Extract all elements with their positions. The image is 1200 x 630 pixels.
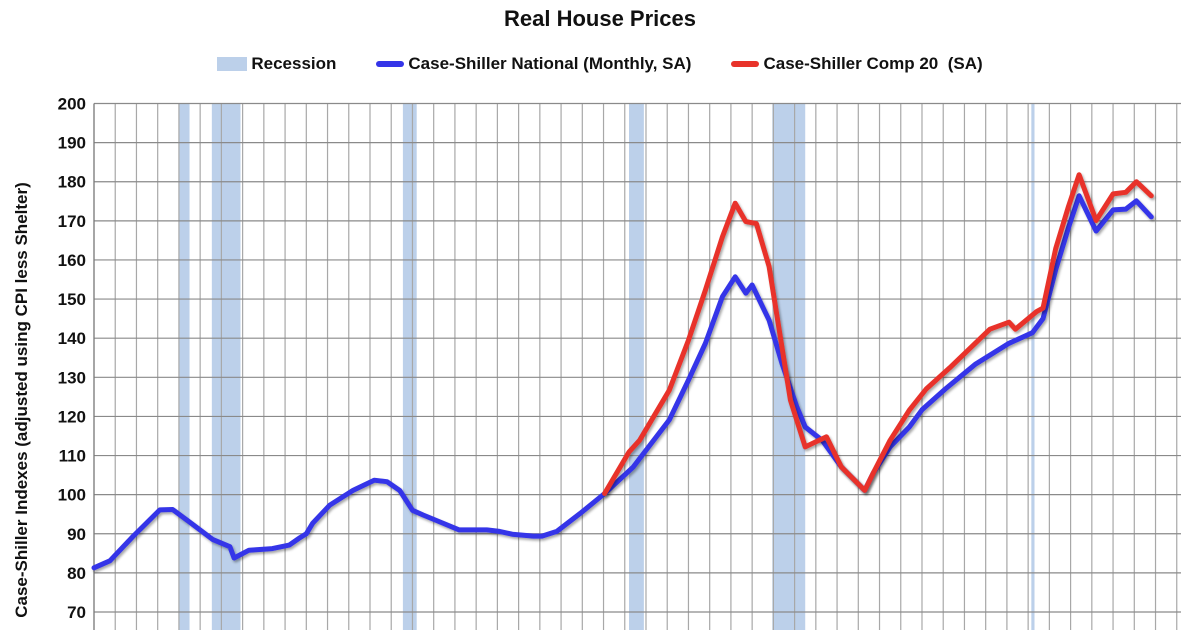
y-tick-label: 100 xyxy=(58,486,86,505)
recession-band xyxy=(772,103,806,630)
y-tick-label: 130 xyxy=(58,368,86,387)
legend-label-national: Case-Shiller National (Monthly, SA) xyxy=(408,54,692,73)
y-tick-label: 150 xyxy=(58,290,86,309)
legend-label-comp20: Case-Shiller Comp 20 (SA) xyxy=(763,54,983,73)
recession-band xyxy=(178,103,190,630)
series-line-national xyxy=(91,193,1154,571)
y-tick-label: 180 xyxy=(58,173,86,192)
y-tick-label: 160 xyxy=(58,251,86,270)
legend-swatch-national xyxy=(376,61,405,67)
y-tick-label: 110 xyxy=(59,447,86,466)
y-tick-label: 140 xyxy=(58,329,86,348)
y-tick-label: 190 xyxy=(58,134,86,153)
legend: Recession Case-Shiller National (Monthly… xyxy=(0,54,1200,74)
legend-item-comp20: Case-Shiller Comp 20 (SA) xyxy=(731,54,983,74)
legend-swatch-recession xyxy=(217,57,248,71)
recession-band xyxy=(211,103,241,630)
y-tick-label: 120 xyxy=(58,407,86,426)
recession-band xyxy=(1031,103,1035,630)
legend-item-recession: Recession xyxy=(217,54,336,74)
y-tick-label: 170 xyxy=(58,212,86,231)
y-tick-label: 80 xyxy=(67,564,86,583)
y-tick-label: 200 xyxy=(58,95,86,114)
y-tick-label: 70 xyxy=(67,603,86,622)
recession-band xyxy=(402,103,417,630)
series-line-comp20 xyxy=(602,172,1154,496)
chart-title: Real House Prices xyxy=(504,6,696,31)
legend-label-recession: Recession xyxy=(251,54,337,73)
legend-item-national: Case-Shiller National (Monthly, SA) xyxy=(376,54,691,74)
recession-band xyxy=(629,103,644,630)
legend-swatch-comp20 xyxy=(731,61,760,67)
y-tick-label: 90 xyxy=(67,525,86,544)
